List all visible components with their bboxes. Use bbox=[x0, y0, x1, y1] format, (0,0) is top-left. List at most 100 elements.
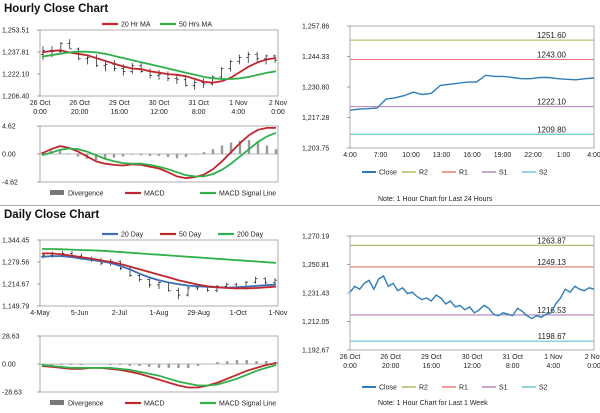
daily-pivot-x-label: 31 Oct bbox=[502, 354, 523, 361]
hourly-price-x-label: 1 Nov bbox=[229, 100, 248, 107]
hourly-macd-divergence-bar bbox=[157, 154, 161, 156]
daily-pivot-x-label: 29 Oct bbox=[421, 354, 442, 361]
hourly-macd-chart: 4.62 0.00 -4.62 Divergence MACD MACD Signal L… bbox=[2, 124, 279, 198]
daily-price-x-label: 1-Oct bbox=[230, 310, 247, 317]
daily-macd-divergence-bar bbox=[226, 361, 229, 364]
hourly-pivot-y-label: 1,257.86 bbox=[302, 24, 329, 31]
daily-macd-legend-swatch bbox=[50, 400, 64, 405]
hourly-price-x-label: 8:00 bbox=[192, 109, 206, 116]
daily-price-y-label: 1,214.67 bbox=[2, 282, 29, 289]
daily-pivot-x-label: 2 Nov bbox=[585, 354, 600, 361]
hourly-price-chart: 1,253.51 1,237.81 1,222.10 1,206.40 20 Hr MA… bbox=[2, 22, 288, 117]
daily-macd-chart: 28.63 0.00 -28.63 Divergence MACD MACD Signal… bbox=[2, 334, 279, 408]
hourly-price-x-label: 0:00 bbox=[271, 109, 285, 116]
daily-price-legend-label: 20 Day bbox=[121, 232, 144, 239]
hourly-pivot-x-label: 19:00 bbox=[494, 152, 512, 159]
daily-price-x-label: 5-Jun bbox=[71, 310, 89, 317]
hourly-macd-divergence-bar bbox=[256, 141, 260, 154]
hourly-macd-divergence-bar bbox=[67, 153, 71, 154]
hourly-macd-divergence-bar bbox=[130, 154, 134, 155]
daily-macd-y-label: 0.00 bbox=[2, 362, 16, 369]
hourly-price-x-label: 29 Oct bbox=[109, 100, 130, 107]
hourly-macd-y-label: -4.62 bbox=[2, 180, 18, 187]
daily-macd-divergence-bar bbox=[255, 361, 258, 364]
daily-macd-divergence-bar bbox=[128, 364, 131, 366]
daily-pivot-y-label: 1,231.43 bbox=[302, 291, 329, 298]
hourly-macd-legend-swatch bbox=[50, 190, 64, 195]
hourly-macd-divergence-bar bbox=[211, 149, 215, 154]
hourly-macd-divergence-bar bbox=[274, 149, 278, 154]
hourly-pivot-legend-label: R2 bbox=[419, 170, 428, 177]
daily-pivot-x-label: 8:00 bbox=[506, 363, 520, 370]
daily-pivot-legend-label: S1 bbox=[499, 385, 508, 392]
hourly-macd-divergence-bar bbox=[148, 154, 152, 156]
hourly-macd-y-label: 4.62 bbox=[2, 124, 16, 131]
daily-pivot-level-label-r2: 1263.87 bbox=[537, 236, 566, 245]
daily-pivot-x-label: 26 Oct bbox=[380, 354, 401, 361]
daily-macd-divergence-bar bbox=[118, 364, 122, 365]
daily-macd-y-label: -28.63 bbox=[2, 390, 22, 397]
daily-pivot-x-label: 0:00 bbox=[587, 363, 600, 370]
hourly-macd-divergence-bar bbox=[247, 140, 251, 154]
daily-pivot-level-label-r1: 1249.13 bbox=[537, 258, 566, 267]
daily-macd-divergence-bar bbox=[167, 364, 170, 368]
hourly-macd-divergence-bar bbox=[238, 140, 242, 154]
daily-macd-divergence-bar bbox=[187, 364, 190, 368]
daily-pivot-note: Note: 1 Hour Chart for Last 1 Week bbox=[378, 400, 488, 407]
daily-macd-divergence-bar bbox=[70, 364, 73, 365]
daily-pivot-y-label: 1,270.19 bbox=[302, 234, 329, 241]
hourly-pivot-y-label: 1,230.80 bbox=[302, 85, 329, 92]
hourly-price-y-label: 1,237.81 bbox=[2, 50, 29, 57]
hourly-macd-macd-line-0 bbox=[41, 126, 276, 180]
daily-pivot-x-label: 0:00 bbox=[343, 363, 357, 370]
hourly-price-x-label: 0:00 bbox=[33, 109, 47, 116]
hourly-pivot-x-label: 1:00 bbox=[557, 152, 571, 159]
hourly-macd-legend-label: Divergence bbox=[68, 191, 104, 198]
daily-price-y-label: 1,344.45 bbox=[2, 238, 29, 245]
daily-macd-divergence-bar bbox=[196, 364, 200, 366]
hourly-pivot-level-label-s1: 1222.10 bbox=[537, 98, 566, 107]
hourly-price-x-label: 20:00 bbox=[71, 109, 89, 116]
hourly-pivot-x-label: 22:00 bbox=[524, 152, 542, 159]
daily-macd-divergence-bar bbox=[60, 364, 63, 365]
hourly-pivot-y-label: 1,244.33 bbox=[302, 54, 329, 61]
daily-macd-legend-label: MACD bbox=[144, 401, 165, 408]
daily-price-legend-label: 200 Day bbox=[237, 232, 264, 239]
daily-macd-divergence-bar bbox=[235, 360, 239, 364]
hourly-pivot-y-label: 1,217.28 bbox=[302, 115, 329, 122]
hourly-price-x-label: 4:00 bbox=[232, 109, 246, 116]
hourly-macd-divergence-bar bbox=[202, 152, 206, 154]
hourly-macd-divergence-bar bbox=[121, 154, 125, 157]
daily-pivot-y-label: 1,192.67 bbox=[302, 348, 329, 355]
hourly-price-x-label: 12:00 bbox=[150, 109, 168, 116]
hourly-macd-legend-label: MACD bbox=[144, 191, 165, 198]
daily-pivot-x-label: 4:00 bbox=[547, 363, 561, 370]
daily-pivot-y-label: 1,250.81 bbox=[302, 262, 329, 269]
hourly-price-legend-label: 50 Hrs MA bbox=[179, 22, 212, 29]
daily-macd-divergence-bar bbox=[148, 364, 151, 367]
hourly-price-x-label: 31 Oct bbox=[188, 100, 209, 107]
daily-macd-macd-line-0 bbox=[41, 362, 277, 389]
hourly-price-y-label: 1,222.10 bbox=[2, 72, 29, 79]
daily-price-y-label: 1,149.79 bbox=[2, 304, 29, 311]
daily-pivot-legend-label: S2 bbox=[539, 385, 548, 392]
daily-pivot-y-label: 1,212.05 bbox=[302, 319, 329, 326]
daily-pivot-chart: 1,270.19 1,250.81 1,231.43 1,212.05 1,192.67… bbox=[302, 234, 600, 392]
daily-macd-divergence-bar bbox=[216, 362, 219, 364]
hourly-section-title: Hourly Close Chart bbox=[4, 3, 109, 15]
daily-macd-macd-line-1 bbox=[41, 364, 277, 387]
daily-section-title: Daily Close Chart bbox=[4, 209, 100, 221]
hourly-macd-divergence-bar bbox=[265, 145, 269, 154]
plot-frame bbox=[39, 239, 279, 307]
daily-macd-divergence-bar bbox=[99, 364, 102, 365]
daily-price-legend-label: 50 Day bbox=[179, 232, 202, 239]
daily-price-ma-line-1 bbox=[42, 252, 277, 290]
daily-pivot-x-label: 20:00 bbox=[382, 363, 400, 370]
hourly-pivot-legend-label: S2 bbox=[539, 170, 548, 177]
daily-pivot-legend-label: R2 bbox=[419, 385, 428, 392]
hourly-pivot-level-label-s2: 1209.80 bbox=[537, 125, 566, 134]
hourly-macd-divergence-bar bbox=[94, 154, 98, 161]
daily-pivot-legend-label: Close bbox=[379, 385, 397, 392]
hourly-price-x-label: 2 Nov bbox=[269, 100, 288, 107]
hourly-pivot-close-line bbox=[349, 74, 595, 111]
